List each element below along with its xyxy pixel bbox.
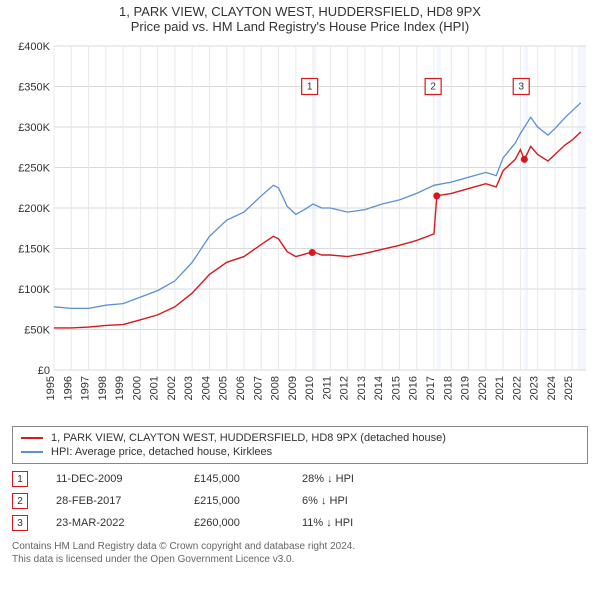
- svg-text:2015: 2015: [390, 376, 402, 400]
- transaction-delta: 28% ↓ HPI: [302, 473, 392, 485]
- transaction-row: 2 28-FEB-2017 £215,000 6% ↓ HPI: [12, 490, 588, 512]
- svg-text:2007: 2007: [252, 376, 264, 400]
- svg-text:2025: 2025: [563, 376, 575, 400]
- svg-text:1996: 1996: [62, 376, 74, 400]
- legend-label: HPI: Average price, detached house, Kirk…: [51, 446, 272, 458]
- svg-text:2003: 2003: [183, 376, 195, 400]
- svg-text:£100K: £100K: [18, 284, 50, 296]
- svg-text:2011: 2011: [321, 376, 333, 400]
- transaction-price: £215,000: [194, 495, 274, 507]
- title-address: 1, PARK VIEW, CLAYTON WEST, HUDDERSFIELD…: [8, 4, 592, 19]
- transactions-table: 1 11-DEC-2009 £145,000 28% ↓ HPI 2 28-FEB-201…: [12, 468, 588, 534]
- transaction-delta: 11% ↓ HPI: [302, 517, 392, 529]
- price-chart-svg: £0 £50K £100K £150K £200K £250K £300K £350K £400…: [10, 40, 590, 420]
- transaction-badge: 1: [12, 471, 28, 487]
- svg-text:2016: 2016: [408, 376, 420, 400]
- chart-area: £0 £50K £100K £150K £200K £250K £300K £350K £400…: [10, 40, 590, 420]
- svg-text:1997: 1997: [80, 376, 92, 400]
- svg-text:3: 3: [518, 82, 524, 93]
- transaction-row: 3 23-MAR-2022 £260,000 11% ↓ HPI: [12, 512, 588, 534]
- transaction-price: £260,000: [194, 517, 274, 529]
- legend-swatch: [21, 451, 43, 453]
- transaction-price: £145,000: [194, 473, 274, 485]
- legend-swatch: [21, 437, 43, 439]
- transaction-date: 11-DEC-2009: [56, 473, 166, 485]
- svg-text:£0: £0: [38, 365, 50, 377]
- svg-text:2000: 2000: [131, 376, 143, 400]
- svg-text:2008: 2008: [270, 376, 282, 400]
- svg-text:2024: 2024: [546, 376, 558, 400]
- title-subtitle: Price paid vs. HM Land Registry's House …: [8, 19, 592, 34]
- svg-text:£150K: £150K: [18, 244, 50, 256]
- footer-line1: Contains HM Land Registry data © Crown c…: [12, 540, 588, 553]
- chart-title: 1, PARK VIEW, CLAYTON WEST, HUDDERSFIELD…: [0, 0, 600, 40]
- svg-text:2013: 2013: [356, 376, 368, 400]
- svg-text:2012: 2012: [339, 376, 351, 400]
- svg-text:1995: 1995: [45, 376, 57, 400]
- transaction-delta: 6% ↓ HPI: [302, 495, 392, 507]
- svg-text:£300K: £300K: [18, 122, 50, 134]
- svg-text:2023: 2023: [529, 376, 541, 400]
- svg-text:2019: 2019: [460, 376, 472, 400]
- legend-row: HPI: Average price, detached house, Kirk…: [21, 445, 579, 459]
- svg-text:2: 2: [430, 82, 436, 93]
- chart-legend: 1, PARK VIEW, CLAYTON WEST, HUDDERSFIELD…: [12, 426, 588, 464]
- svg-text:2002: 2002: [166, 376, 178, 400]
- legend-label: 1, PARK VIEW, CLAYTON WEST, HUDDERSFIELD…: [51, 432, 446, 444]
- svg-text:2022: 2022: [511, 376, 523, 400]
- svg-text:£50K: £50K: [24, 325, 50, 337]
- svg-text:2009: 2009: [287, 376, 299, 400]
- transaction-date: 28-FEB-2017: [56, 495, 166, 507]
- transaction-badge: 2: [12, 493, 28, 509]
- svg-text:2010: 2010: [304, 376, 316, 400]
- svg-text:£250K: £250K: [18, 163, 50, 175]
- svg-text:2018: 2018: [442, 376, 454, 400]
- svg-text:1: 1: [307, 82, 313, 93]
- svg-text:1999: 1999: [114, 376, 126, 400]
- svg-text:£350K: £350K: [18, 82, 50, 94]
- transaction-badge: 3: [12, 515, 28, 531]
- svg-text:1998: 1998: [97, 376, 109, 400]
- svg-text:2017: 2017: [425, 376, 437, 400]
- svg-text:£200K: £200K: [18, 203, 50, 215]
- transaction-date: 23-MAR-2022: [56, 517, 166, 529]
- legend-row: 1, PARK VIEW, CLAYTON WEST, HUDDERSFIELD…: [21, 431, 579, 445]
- svg-text:2014: 2014: [373, 376, 385, 400]
- svg-text:2006: 2006: [235, 376, 247, 400]
- svg-text:£400K: £400K: [18, 41, 50, 53]
- transaction-row: 1 11-DEC-2009 £145,000 28% ↓ HPI: [12, 468, 588, 490]
- svg-text:2020: 2020: [477, 376, 489, 400]
- footer-line2: This data is licensed under the Open Gov…: [12, 553, 588, 566]
- svg-text:2021: 2021: [494, 376, 506, 400]
- svg-text:2005: 2005: [218, 376, 230, 400]
- svg-text:2004: 2004: [200, 376, 212, 400]
- svg-text:2001: 2001: [149, 376, 161, 400]
- footer-attribution: Contains HM Land Registry data © Crown c…: [12, 540, 588, 566]
